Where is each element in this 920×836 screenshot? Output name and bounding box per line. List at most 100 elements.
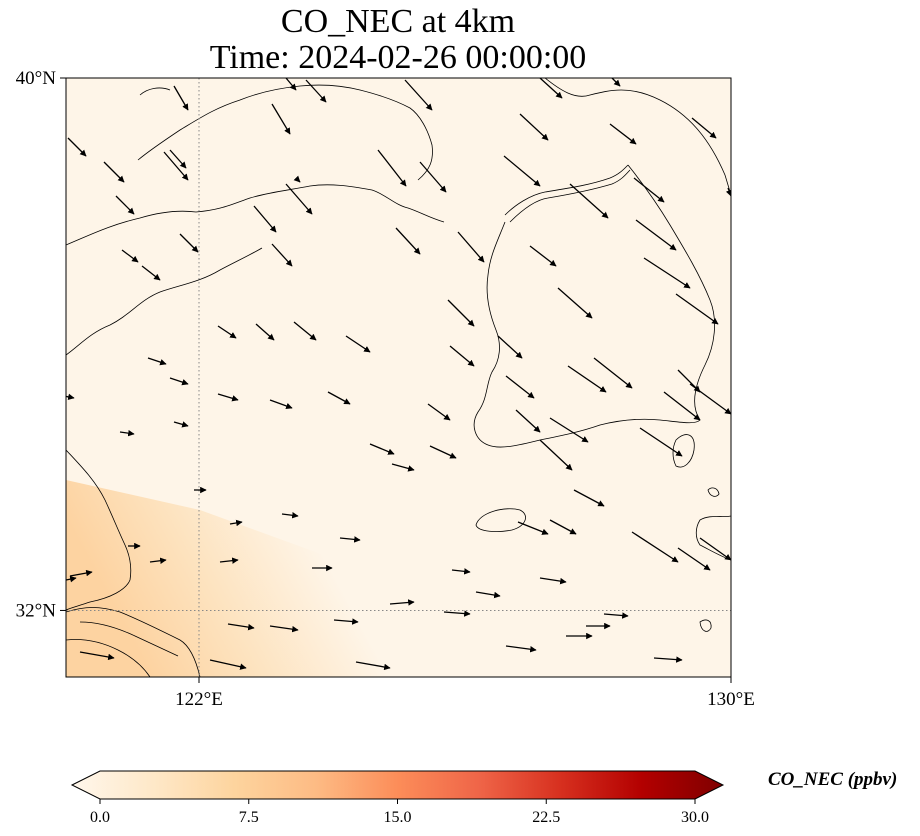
wind-vector (229, 519, 243, 527)
wind-vector (675, 293, 719, 325)
wind-vector (377, 149, 407, 187)
wind-vector (79, 651, 115, 661)
wind-vector (163, 151, 189, 181)
axis-ticks: 40°N 32°N 122°E 130°E (16, 68, 755, 710)
wind-vector (639, 427, 683, 457)
wind-vector (503, 155, 541, 187)
wind-vector (497, 335, 523, 359)
wind-vector (567, 365, 607, 393)
wind-vector (271, 243, 293, 267)
coastlines (66, 78, 731, 677)
coastline-bohai-south (66, 184, 445, 246)
wind-vector (631, 531, 679, 563)
wind-vector (66, 393, 75, 401)
coastline-bohai-north (139, 87, 171, 96)
wind-vector (285, 183, 313, 215)
wind-vector (517, 521, 549, 535)
coastline-yalu-2 (509, 169, 631, 223)
wind-vector (505, 645, 537, 653)
wind-vector (285, 78, 297, 91)
yangtze-island (79, 621, 179, 657)
lon-tick-label: 122°E (175, 689, 223, 710)
map-frame (65, 77, 732, 678)
wind-vector (67, 137, 87, 157)
wind-vector (593, 357, 633, 389)
coastline-jiangsu (66, 449, 132, 611)
wind-vector (395, 227, 421, 255)
wind-vector (389, 599, 415, 606)
wind-vector (209, 659, 247, 670)
gridlines (66, 78, 731, 677)
wind-vector (327, 391, 351, 405)
colorbar-tick-label: 30.0 (681, 809, 709, 826)
wind-vector (227, 623, 255, 631)
colorbar-tick-label: 7.5 (239, 809, 259, 826)
lat-tick-label: 32°N (16, 600, 57, 621)
kyushu-coast (695, 515, 731, 561)
wind-vector (339, 536, 361, 543)
wind-vector (66, 575, 77, 583)
wind-vector (427, 403, 451, 421)
wind-vector (515, 409, 541, 433)
wind-vector (345, 335, 371, 353)
wind-vector (293, 175, 301, 183)
wind-vector (443, 610, 471, 617)
wind-vector (269, 625, 299, 633)
wind-vector (355, 661, 391, 671)
wind-vector (549, 519, 577, 535)
wind-vector (271, 103, 291, 135)
coastline-yalu-1 (504, 164, 629, 216)
wind-vector (169, 377, 189, 386)
wind-vector (643, 257, 691, 289)
wind-vector (449, 345, 475, 367)
wind-vectors (66, 78, 731, 671)
wind-vector (569, 183, 609, 219)
colorbar-title: CO_NEC (ppbv) (768, 769, 898, 790)
coastline-korea-west-south (473, 221, 701, 448)
colorbar: 0.0 7.5 15.0 22.5 30.0 (70, 770, 725, 826)
wind-vector (149, 557, 167, 564)
coastline-korea-east (627, 164, 715, 421)
wind-vector (173, 421, 189, 428)
colorbar-tick-label: 15.0 (384, 809, 412, 826)
wind-vector (333, 618, 359, 625)
coastline-yangtze-south (66, 639, 151, 677)
wind-vector (519, 113, 549, 141)
wind-vector (219, 557, 239, 564)
wind-vector (115, 195, 135, 215)
tsushima-island (672, 434, 695, 468)
colorbar-tick-label: 22.5 (532, 809, 560, 826)
lon-tick-label: 130°E (707, 689, 755, 710)
wind-vector (663, 391, 701, 421)
coastline-shandong (66, 247, 263, 356)
wind-vector (147, 357, 167, 366)
wind-vector (269, 399, 293, 410)
wind-vector (217, 325, 237, 339)
coastline-yangtze-north (66, 607, 201, 677)
wind-vector (281, 512, 299, 519)
wind-vector (451, 568, 471, 575)
wind-vector (691, 117, 717, 139)
wind-vector (419, 161, 447, 193)
wind-vector (121, 249, 139, 263)
wind-vector (293, 321, 317, 341)
wind-vector (475, 591, 501, 599)
map-title-line1: CO_NEC at 4km (280, 3, 516, 40)
wind-vector (529, 245, 557, 267)
coastline-northeast (544, 78, 731, 196)
wind-vector (429, 445, 457, 459)
colorbar-ticks: 0.0 7.5 15.0 22.5 30.0 (90, 799, 709, 826)
wind-vector (457, 231, 485, 263)
islet-1 (707, 487, 720, 497)
wind-vector (539, 577, 567, 585)
wind-vector (633, 177, 665, 203)
wind-vector (677, 547, 711, 571)
map-area[interactable] (64, 78, 731, 677)
wind-vector (603, 612, 629, 619)
wind-vector (699, 537, 731, 561)
wind-vector (103, 161, 125, 183)
wind-vector (447, 299, 475, 327)
wind-vector (69, 569, 93, 577)
coastline-liaodong (137, 84, 433, 181)
